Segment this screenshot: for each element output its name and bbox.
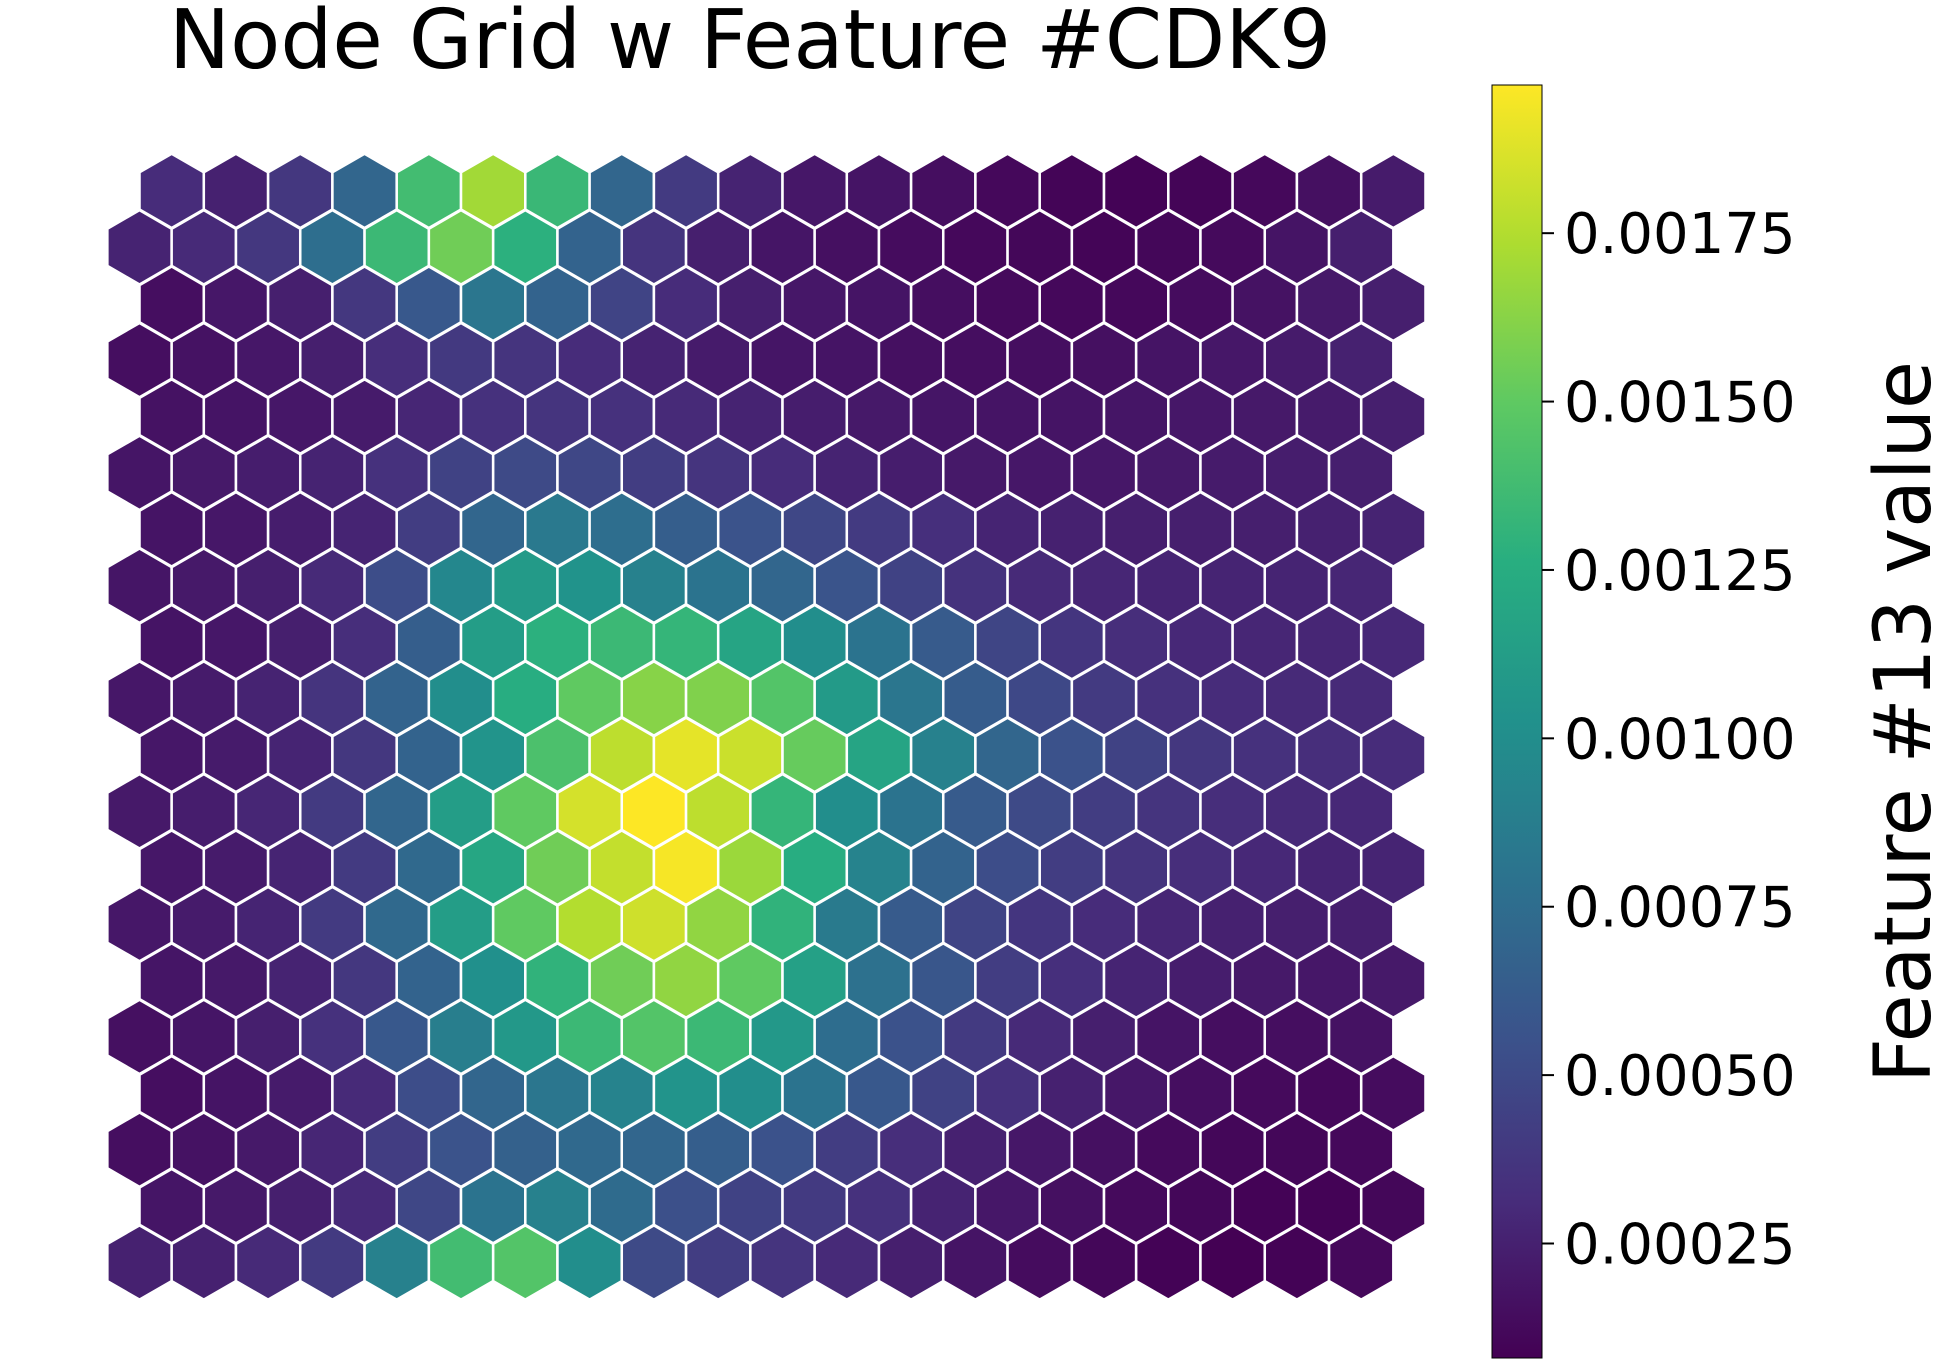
colorbar-label: Feature #13 value: [1859, 361, 1947, 1083]
colorbar-tick-label: 0.00075: [1564, 876, 1796, 941]
colorbar-gradient: [1491, 84, 1543, 1359]
colorbar-tick-label: 0.00150: [1564, 371, 1796, 436]
colorbar-tick-label: 0.00100: [1564, 707, 1796, 772]
colorbar: 0.00025 0.00050 0.00075 0.00100 0.00125 0.001…: [1491, 84, 1947, 1359]
hex-grid: [106, 152, 1427, 1302]
chart-title: Node Grid w Feature #CDK9: [169, 0, 1331, 88]
colorbar-ticks: 0.00025 0.00050 0.00075 0.00100 0.00125 0.001…: [1542, 202, 1796, 1277]
colorbar-tick-label: 0.00050: [1564, 1044, 1796, 1109]
colorbar-tick-label: 0.00025: [1564, 1212, 1796, 1277]
colorbar-tick-label: 0.00125: [1564, 539, 1796, 604]
hex-node-r19-c19: [1327, 1223, 1395, 1302]
colorbar-tick-label: 0.00175: [1564, 202, 1796, 267]
